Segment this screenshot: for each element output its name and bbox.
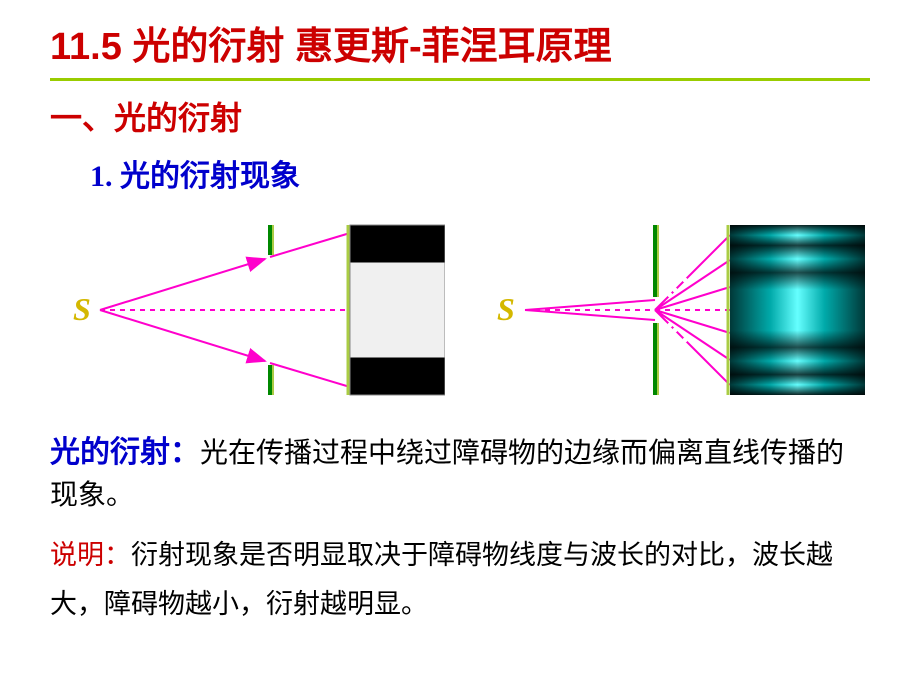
definition-label: 光的衍射：: [50, 436, 200, 469]
note-paragraph: 说明：衍射现象是否明显取决于障碍物线度与波长的对比，波长越大，障碍物越小，衍射越…: [0, 525, 920, 634]
diagram-wide-slit: S: [55, 215, 445, 405]
section-heading: 一、光的衍射: [0, 81, 920, 147]
page-title: 11.5 光的衍射 惠更斯-菲涅耳原理: [0, 0, 920, 78]
note-label: 说明：: [50, 540, 131, 570]
diagram-wide-slit-svg: [55, 215, 445, 405]
diagram-narrow-slit-svg: [475, 215, 865, 405]
diagrams-row: S: [0, 205, 920, 420]
source-label-left: S: [73, 291, 91, 328]
note-text: 衍射现象是否明显取决于障碍物线度与波长的对比，波长越大，障碍物越小，衍射越明显。: [50, 540, 833, 619]
definition-paragraph: 光的衍射：光在传播过程中绕过障碍物的边缘而偏离直线传播的现象。: [0, 420, 920, 525]
source-label-right: S: [497, 291, 515, 328]
subsection-heading: 1. 光的衍射现象: [0, 147, 920, 205]
diagram-narrow-slit: S: [475, 215, 865, 405]
